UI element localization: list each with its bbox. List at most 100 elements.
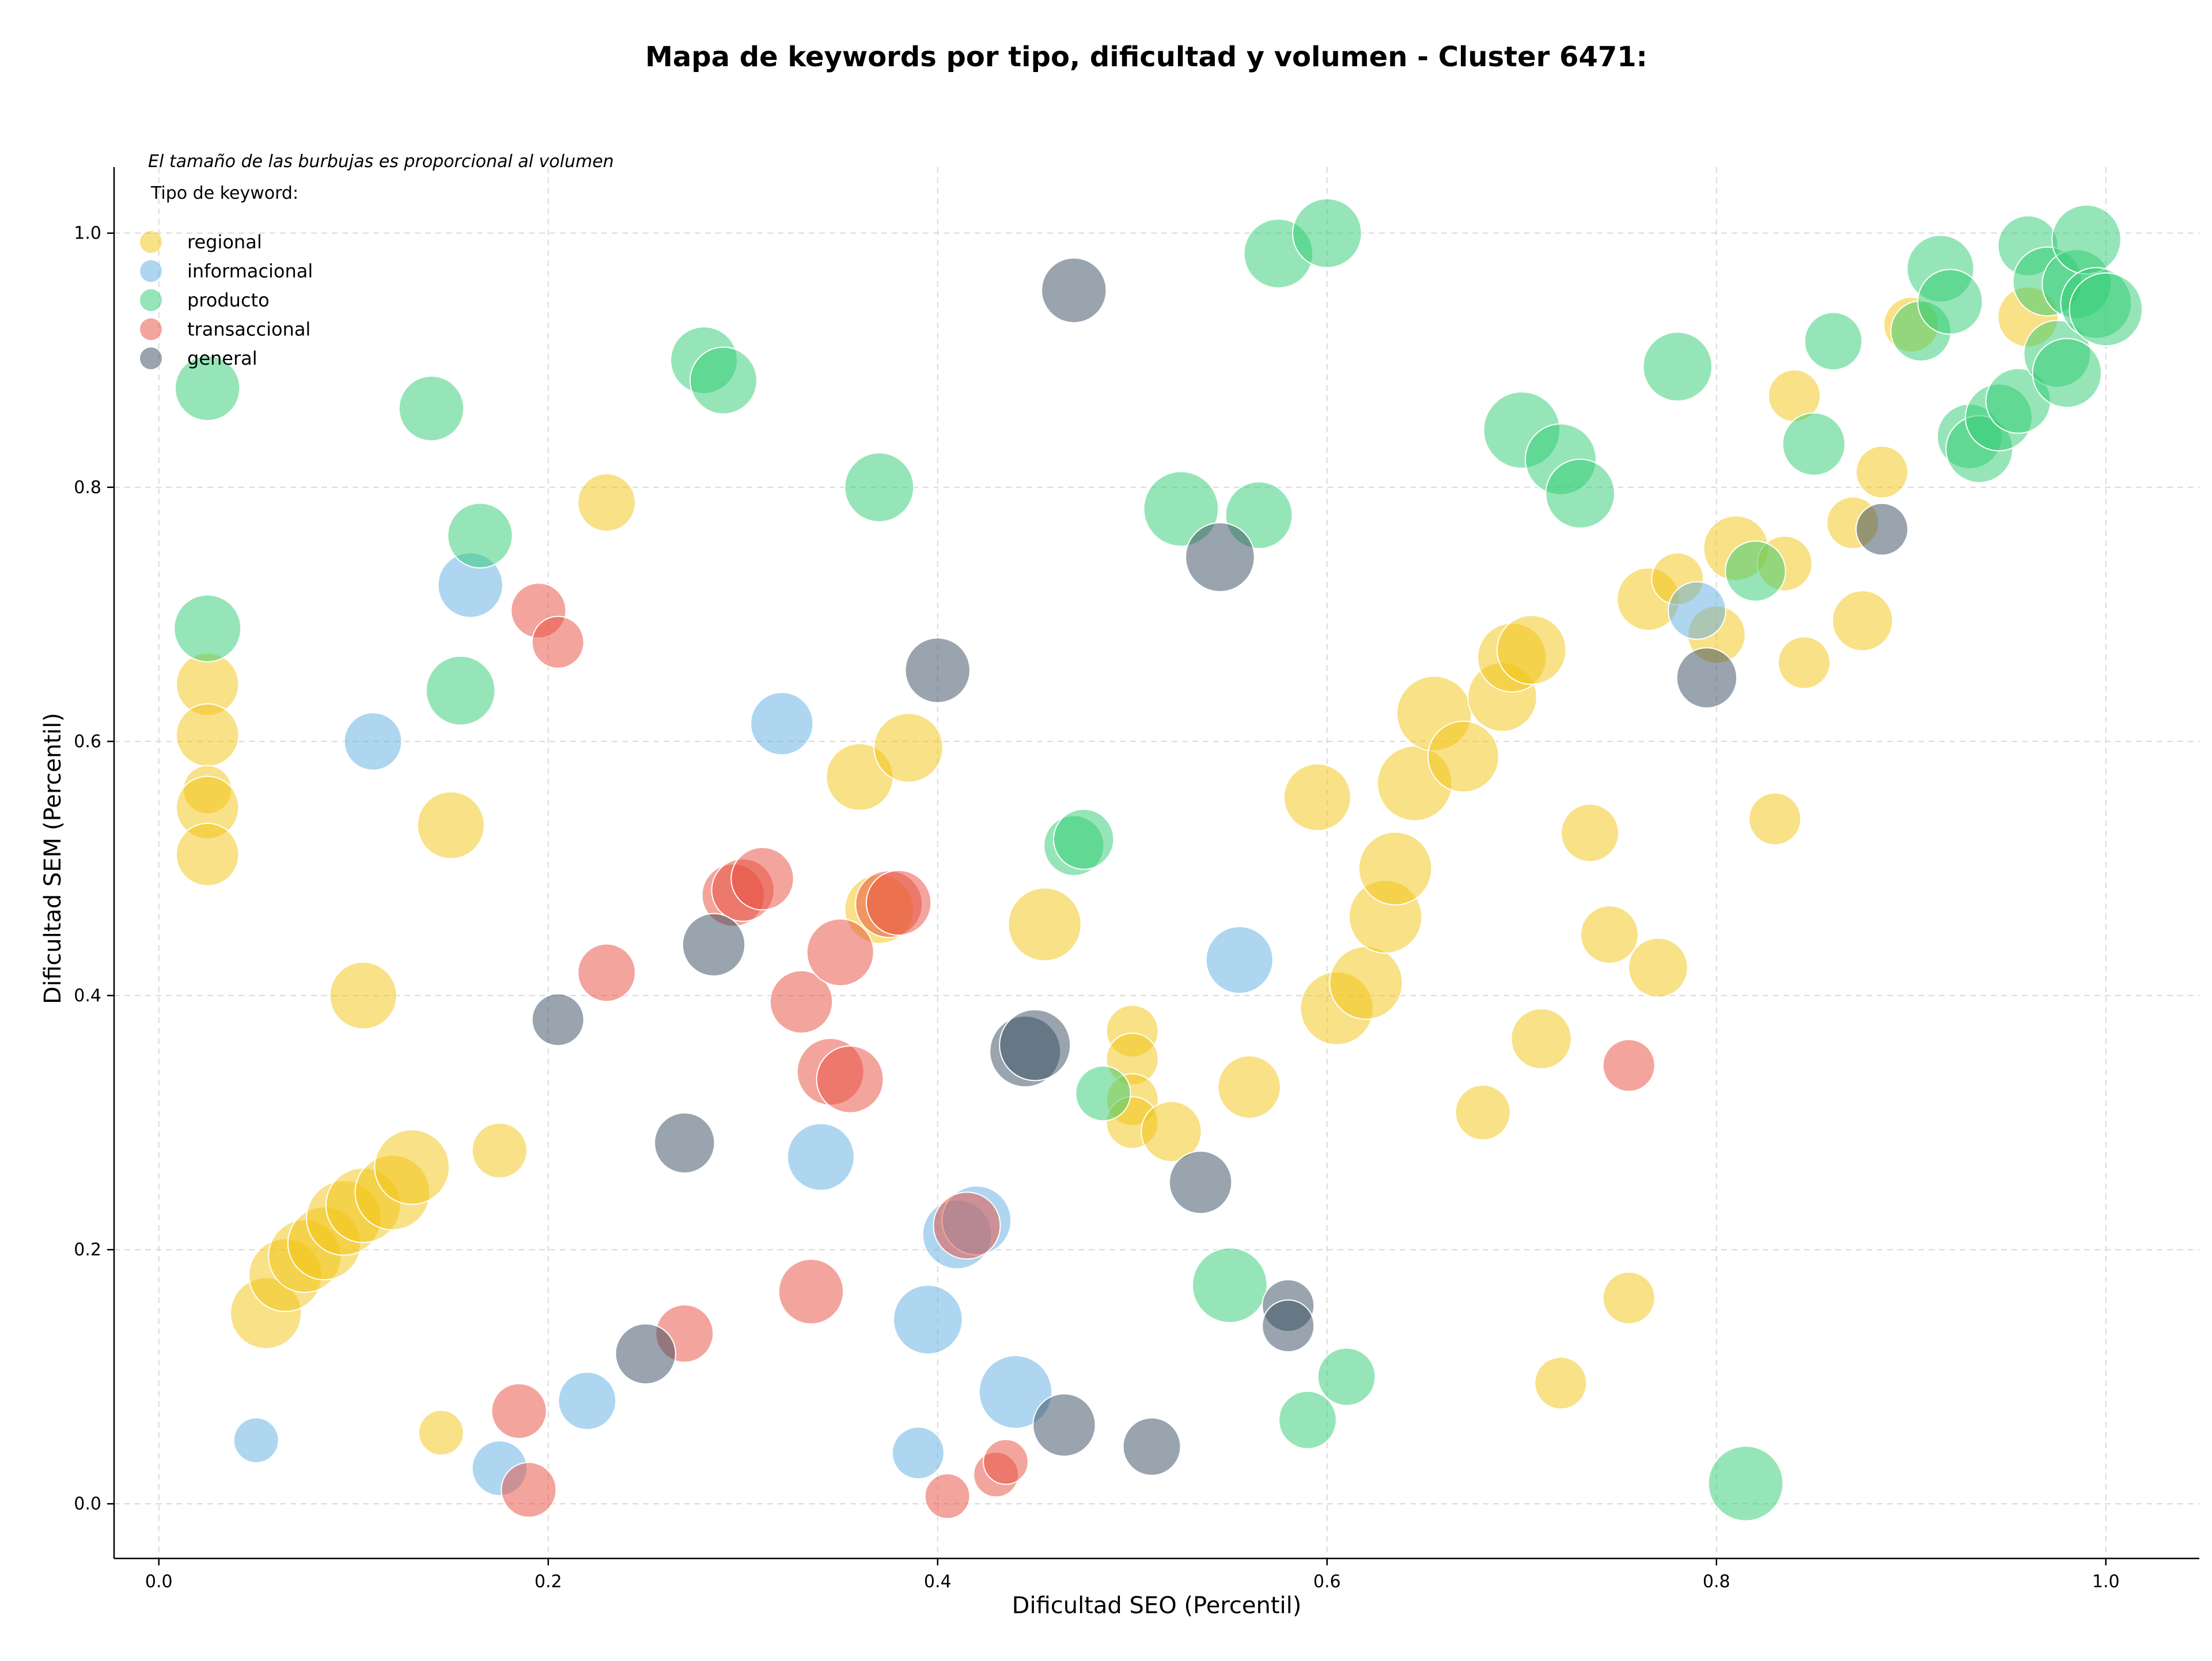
bubble-transaccional — [778, 1258, 844, 1325]
bubble-size-note: El tamaño de las burbujas es proporciona… — [148, 152, 614, 172]
bubble-general — [1262, 1299, 1315, 1353]
bubble-informacional — [233, 1417, 279, 1463]
axes — [107, 167, 2199, 1565]
bubble-informacional — [750, 691, 814, 756]
bubble-transaccional — [816, 1045, 884, 1114]
legend-label-producto: producto — [187, 289, 270, 311]
bubble-informacional — [1668, 581, 1726, 640]
bubble-regional — [176, 823, 240, 887]
bubble-transaccional — [531, 615, 585, 669]
bubble-transaccional — [730, 846, 794, 911]
bubble-general — [531, 993, 585, 1046]
bubble-producto — [1292, 198, 1362, 268]
bubble-regional — [1510, 1008, 1572, 1070]
bubble-transaccional — [501, 1462, 557, 1518]
bubble-producto — [2051, 204, 2122, 275]
bubble-producto — [2069, 272, 2143, 347]
bubble-regional — [1283, 763, 1351, 831]
x-tick-label: 0.0 — [145, 1572, 173, 1592]
bubble-general — [1122, 1417, 1181, 1476]
y-tick-label: 0.2 — [74, 1240, 101, 1260]
x-tick-label: 0.6 — [1313, 1572, 1341, 1592]
bubble-transaccional — [933, 1191, 1001, 1260]
bubble-transaccional — [983, 1439, 1029, 1485]
bubble-regional — [1628, 937, 1688, 998]
y-axis-label: Dificultad SEM (Percentil) — [40, 713, 66, 1004]
series-general — [531, 257, 1909, 1476]
bubble-regional — [1358, 831, 1433, 906]
bubble-regional — [1455, 1084, 1511, 1141]
legend-label-informacional: informacional — [187, 260, 313, 282]
bubble-regional — [176, 703, 240, 767]
bubble-transaccional — [577, 943, 636, 1002]
bubble-regional — [1534, 1356, 1588, 1410]
bubble-general — [999, 1009, 1071, 1081]
bubble-transaccional — [769, 970, 834, 1034]
legend-marker-informacional — [140, 260, 162, 282]
bubble-regional — [1580, 905, 1639, 964]
bubble-transaccional — [924, 1473, 971, 1519]
bubble-informacional — [1205, 926, 1274, 994]
bubble-producto — [1053, 808, 1115, 870]
bubble-general — [1185, 522, 1255, 592]
legend-marker-producto — [140, 289, 162, 311]
legend-marker-transaccional — [140, 318, 162, 340]
series-regional — [176, 286, 2059, 1456]
bubble-transaccional — [1602, 1039, 1656, 1092]
x-tick-label: 0.8 — [1703, 1572, 1730, 1592]
bubble-producto — [398, 375, 465, 442]
x-axis-label: Dificultad SEO (Percentil) — [1012, 1592, 1302, 1619]
bubble-regional — [1602, 1271, 1656, 1325]
y-tick-label: 0.0 — [74, 1494, 101, 1514]
bubble-regional — [1748, 792, 1802, 846]
legend-label-regional: regional — [187, 231, 262, 253]
bubble-producto — [1192, 1247, 1268, 1323]
legend: El tamaño de las burbujas es proporciona… — [140, 152, 614, 369]
chart-title: Mapa de keywords por tipo, dificultad y … — [645, 41, 1647, 73]
bubble-producto — [1917, 268, 1983, 335]
bubble-regional — [1777, 636, 1831, 690]
bubble-transaccional — [491, 1383, 547, 1439]
bubble-producto — [1075, 1065, 1131, 1122]
series-transaccional — [491, 582, 1656, 1519]
legend-title: Tipo de keyword: — [150, 183, 298, 203]
tick-labels: 0.0 0.2 0.4 0.6 0.8 1.0 0.0 0.2 0.4 0.6 0.8 1.0 — [74, 224, 2119, 1592]
bubble-regional — [1855, 445, 1909, 499]
bubble-producto — [689, 346, 757, 415]
bubble-producto — [425, 655, 496, 726]
bubble-regional — [471, 1122, 528, 1179]
bubble-regional — [577, 473, 636, 532]
y-tick-label: 0.6 — [74, 732, 101, 752]
bubble-general — [1168, 1151, 1233, 1214]
legend-marker-regional — [140, 231, 162, 253]
bubble-general — [1041, 257, 1107, 324]
bubble-transaccional — [865, 869, 932, 936]
y-tick-label: 0.4 — [74, 986, 101, 1006]
bubbles-layer — [173, 198, 2143, 1522]
bubble-general — [654, 1112, 715, 1174]
bubble-producto — [1143, 471, 1219, 547]
y-tick-label: 0.8 — [74, 478, 101, 498]
bubble-producto — [2032, 338, 2102, 408]
bubble-general — [615, 1323, 676, 1385]
grid — [114, 167, 2199, 1558]
legend-items: regional informacional producto transaccion… — [140, 231, 313, 369]
bubble-producto — [1804, 312, 1863, 371]
x-tick-label: 1.0 — [2092, 1572, 2120, 1592]
bubble-regional — [418, 1409, 464, 1456]
bubble-regional — [1141, 1100, 1202, 1163]
bubble-informacional — [978, 1354, 1053, 1429]
legend-label-transaccional: transaccional — [187, 319, 310, 340]
bubble-regional — [1496, 615, 1567, 685]
legend-label-general: general — [187, 347, 257, 369]
bubble-regional — [1329, 945, 1403, 1020]
bubble-producto — [1725, 540, 1786, 602]
bubble-general — [1676, 647, 1738, 709]
bubble-producto — [1317, 1347, 1376, 1406]
bubble-informacional — [891, 1426, 945, 1480]
bubble-producto — [1782, 412, 1846, 476]
bubble-informacional — [786, 1123, 855, 1191]
bubble-regional — [1217, 1055, 1281, 1119]
